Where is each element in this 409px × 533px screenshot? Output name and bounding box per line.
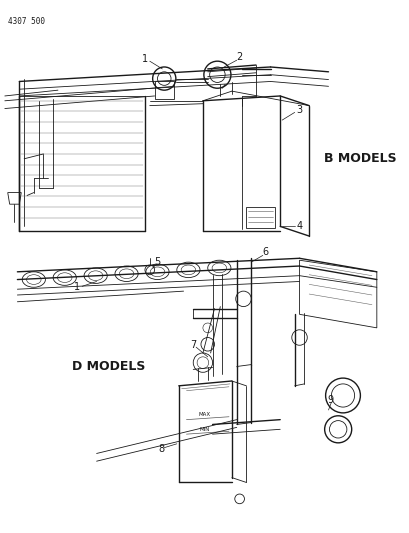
Text: 4307 500: 4307 500: [8, 17, 45, 26]
Text: MAX: MAX: [198, 413, 210, 417]
Text: 6: 6: [262, 247, 268, 257]
Text: 3: 3: [296, 106, 302, 116]
Text: MIN: MIN: [199, 427, 209, 432]
Bar: [154, 82, 173, 99]
Text: 9: 9: [326, 395, 333, 405]
Text: D MODELS: D MODELS: [72, 360, 146, 373]
Text: B MODELS: B MODELS: [323, 152, 396, 165]
Text: 1: 1: [142, 54, 148, 64]
Bar: [246, 207, 275, 228]
Text: 1: 1: [74, 282, 80, 292]
Text: 7: 7: [190, 340, 196, 350]
Text: 4: 4: [296, 221, 302, 231]
Text: 5: 5: [154, 257, 160, 267]
Text: 2: 2: [236, 52, 242, 62]
Text: 8: 8: [158, 443, 164, 454]
